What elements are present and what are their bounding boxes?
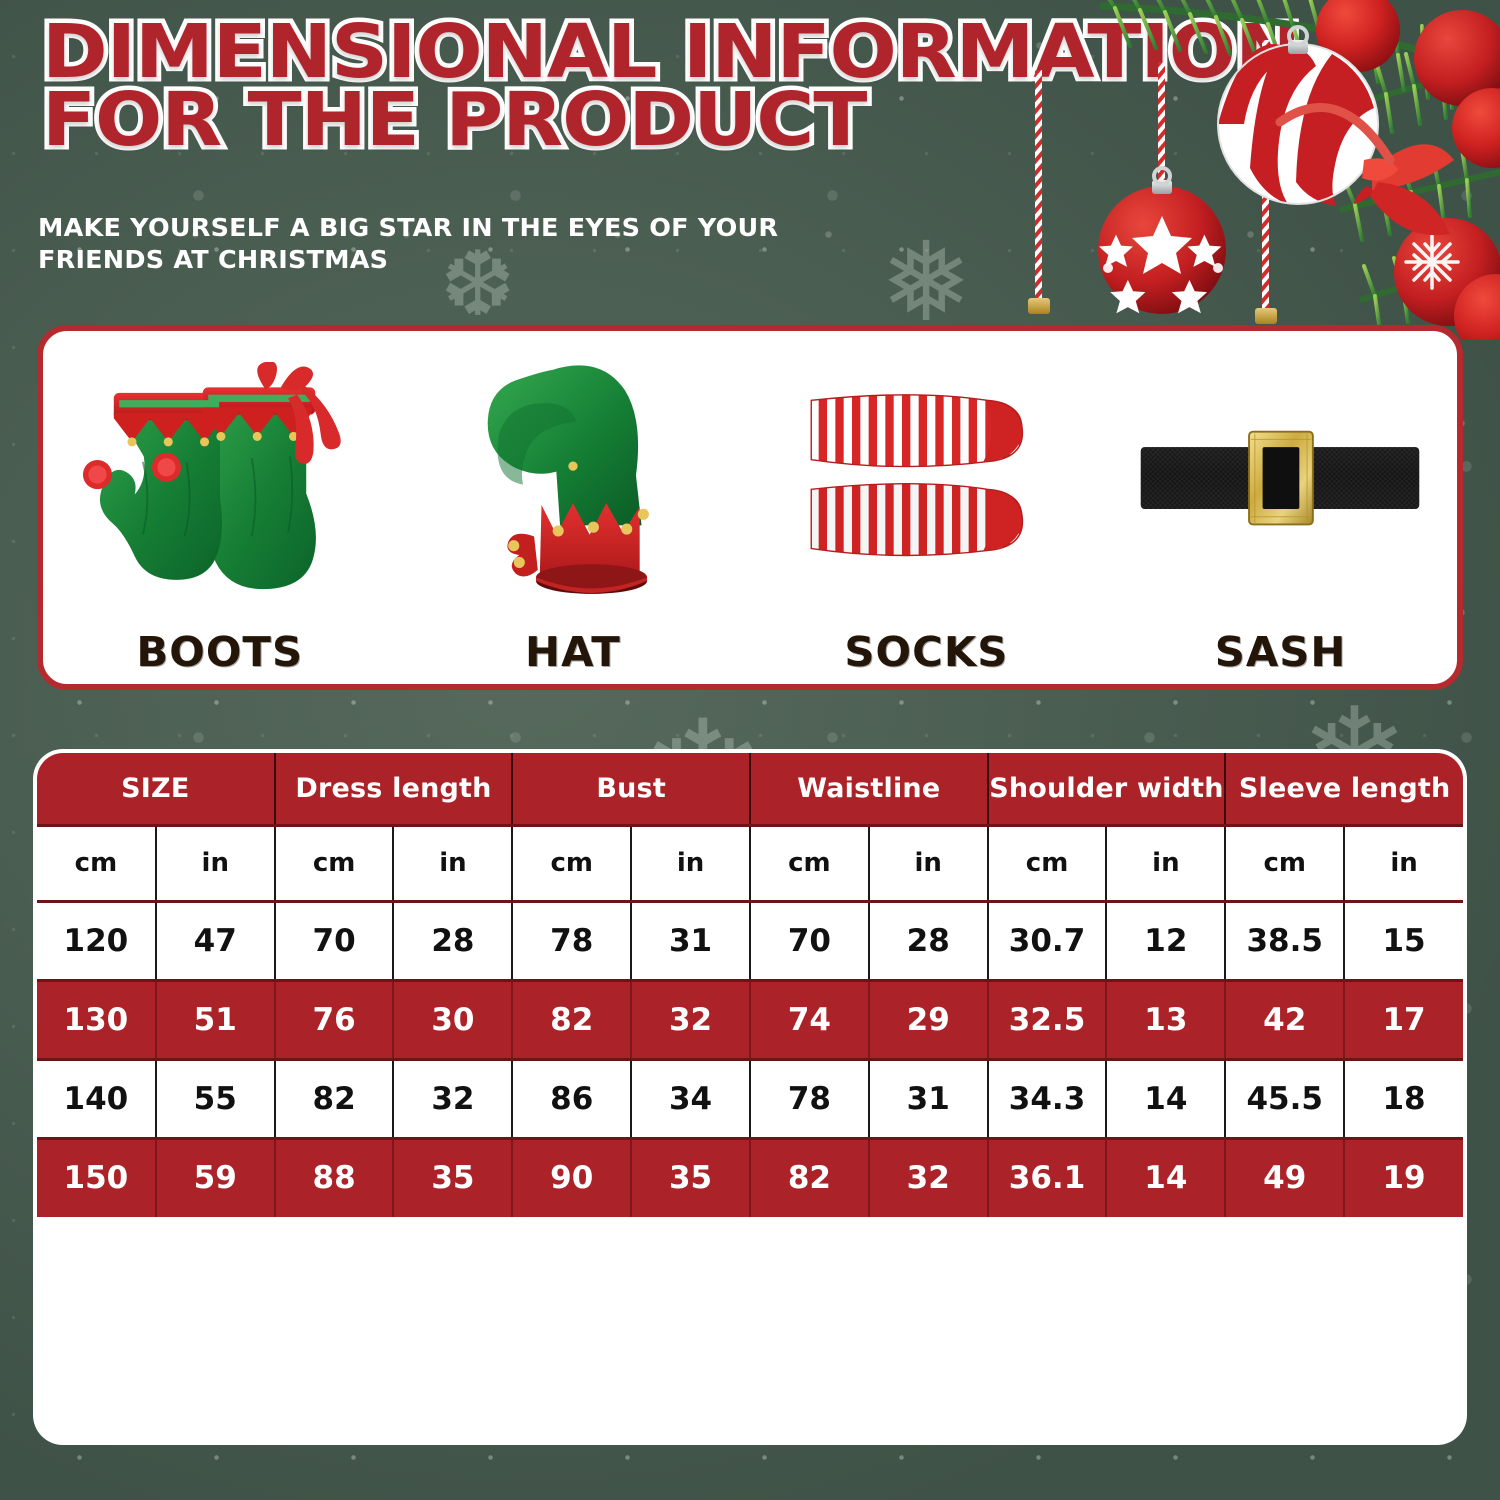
table-unit-header-row: cm in cm in cm in cm in cm in cm in [37, 823, 1463, 901]
table-cell: 36.1 [987, 1136, 1108, 1217]
table-cell: 19 [1344, 1136, 1463, 1217]
unit-header-cell: in [1106, 823, 1227, 901]
size-chart-table: SIZE Dress length Bust Waistline Shoulde… [37, 753, 1463, 1217]
table-cell: 55 [155, 1057, 276, 1138]
table-cell: 120 [37, 899, 157, 980]
unit-header-cell: cm [987, 823, 1108, 901]
page-subtitle: MAKE YOURSELF A BIG STAR IN THE EYES OF … [38, 213, 779, 274]
table-cell: 35 [631, 1136, 751, 1217]
table-cell: 30 [393, 978, 514, 1059]
gold-buckle-icon [1248, 430, 1315, 525]
table-cell: 15 [1344, 899, 1463, 980]
table-cell: 42 [1225, 978, 1346, 1059]
table-cell: 49 [1225, 1136, 1346, 1217]
table-row: 120 47 70 28 78 31 70 28 30.7 12 38.5 15 [37, 899, 1463, 980]
table-cell: 17 [1344, 978, 1463, 1059]
table-cell: 35 [393, 1136, 514, 1217]
table-row: 150 59 88 35 90 35 82 32 36.1 14 49 19 [37, 1136, 1463, 1217]
table-cell: 51 [155, 978, 276, 1059]
table-cell: 13 [1106, 978, 1227, 1059]
table-cell: 32 [868, 1136, 989, 1217]
unit-header-cell: cm [274, 823, 395, 901]
table-cell: 70 [274, 899, 395, 980]
black-belt-sash-icon [1104, 331, 1458, 628]
table-cell: 88 [274, 1136, 395, 1217]
product-showcase-card: BOOTS [37, 325, 1463, 690]
unit-header-cell: in [631, 823, 751, 901]
unit-header-cell: cm [512, 823, 633, 901]
table-cell: 74 [749, 978, 870, 1059]
table-cell: 82 [512, 978, 633, 1059]
unit-header-cell: cm [37, 823, 157, 901]
table-empty-space [37, 1217, 1463, 1417]
product-label: SOCKS [844, 628, 1009, 676]
table-cell: 32 [393, 1057, 514, 1138]
table-cell: 78 [749, 1057, 870, 1138]
product-item-boots[interactable]: BOOTS [43, 331, 397, 684]
table-cell: 31 [631, 899, 751, 980]
table-cell: 47 [155, 899, 276, 980]
table-cell: 76 [274, 978, 395, 1059]
col-group-bust: Bust [512, 753, 751, 825]
product-item-hat[interactable]: HAT [397, 331, 751, 684]
col-group-shoulder-width: Shoulder width [987, 753, 1227, 825]
page-title: DIMENSIONAL INFORMATION FOR THE PRODUCT [37, 9, 1306, 164]
table-cell: 130 [37, 978, 157, 1059]
table-cell: 29 [868, 978, 989, 1059]
unit-header-cell: in [868, 823, 989, 901]
table-cell: 82 [749, 1136, 870, 1217]
striped-ornament-icon [1217, 25, 1454, 236]
col-group-waistline: Waistline [749, 753, 989, 825]
table-cell: 82 [274, 1057, 395, 1138]
product-label: BOOTS [136, 628, 304, 676]
table-cell: 140 [37, 1057, 157, 1138]
table-cell: 14 [1106, 1057, 1227, 1138]
unit-header-cell: cm [749, 823, 870, 901]
col-group-dress-length: Dress length [274, 753, 514, 825]
table-row: 130 51 76 30 82 32 74 29 32.5 13 42 17 [37, 978, 1463, 1059]
table-group-header-row: SIZE Dress length Bust Waistline Shoulde… [37, 753, 1463, 825]
unit-header-cell: in [393, 823, 514, 901]
table-cell: 78 [512, 899, 633, 980]
product-item-socks[interactable]: SOCKS [750, 331, 1104, 684]
table-cell: 18 [1344, 1057, 1463, 1138]
unit-header-cell: in [1344, 823, 1463, 901]
table-cell: 32 [631, 978, 751, 1059]
star-ornament-icon [1098, 166, 1226, 314]
table-cell: 90 [512, 1136, 633, 1217]
table-cell: 34 [631, 1057, 751, 1138]
table-cell: 30.7 [987, 899, 1108, 980]
product-label: SASH [1214, 628, 1347, 676]
striped-socks-icon [750, 331, 1104, 628]
table-cell: 31 [868, 1057, 989, 1138]
table-cell: 28 [393, 899, 514, 980]
christmas-decoration-corner [980, 0, 1500, 340]
unit-header-cell: cm [1225, 823, 1346, 901]
unit-header-cell: in [155, 823, 276, 901]
col-group-sleeve-length: Sleeve length [1225, 753, 1463, 825]
table-cell: 45.5 [1225, 1057, 1346, 1138]
table-cell: 70 [749, 899, 870, 980]
product-label: HAT [525, 628, 622, 676]
snowflake-ornament-icon [1404, 234, 1460, 290]
table-cell: 14 [1106, 1136, 1227, 1217]
table-cell: 28 [868, 899, 989, 980]
pom-pom [82, 452, 181, 489]
table-cell: 32.5 [987, 978, 1108, 1059]
table-row: 140 55 82 32 86 34 78 31 34.3 14 45.5 18 [37, 1057, 1463, 1138]
elf-boots-icon [43, 331, 397, 628]
table-cell: 150 [37, 1136, 157, 1217]
ribbon-bow-icon [1275, 103, 1454, 236]
table-cell: 38.5 [1225, 899, 1346, 980]
table-cell: 34.3 [987, 1057, 1108, 1138]
product-item-sash[interactable]: SASH [1104, 331, 1458, 684]
size-chart-card: SIZE Dress length Bust Waistline Shoulde… [37, 753, 1463, 1441]
table-cell: 59 [155, 1136, 276, 1217]
col-group-size: SIZE [37, 753, 276, 825]
elf-hat-icon [397, 331, 751, 628]
table-cell: 86 [512, 1057, 633, 1138]
table-cell: 12 [1106, 899, 1227, 980]
